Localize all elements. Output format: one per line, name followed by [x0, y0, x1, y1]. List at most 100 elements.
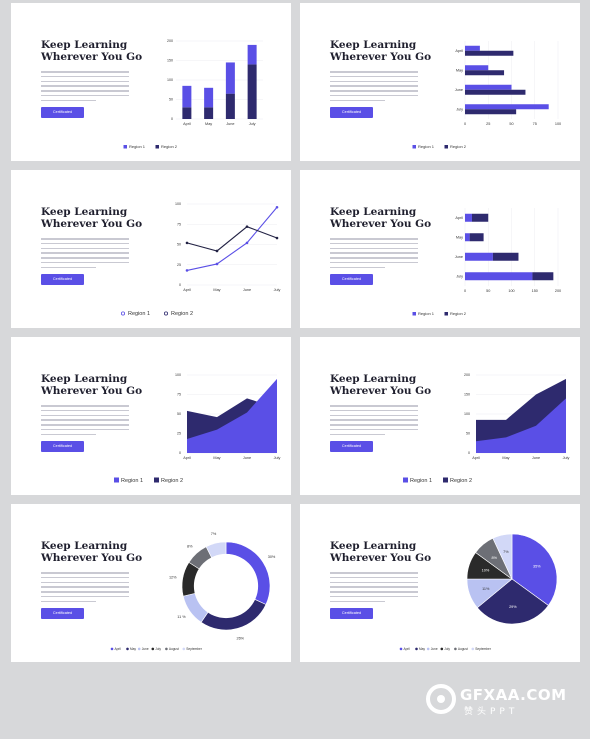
- pie-slice-may: [476, 578, 549, 625]
- slide-2[interactable]: Keep Learning Wherever You Go Certificate…: [300, 3, 580, 161]
- certificated-button[interactable]: Certificated: [330, 107, 373, 118]
- line-point: [215, 262, 219, 266]
- body-text-lines: [330, 405, 418, 439]
- bar-region-1: [247, 64, 257, 119]
- y-tick-label: 25: [177, 263, 181, 267]
- x-tick-label: June: [243, 456, 251, 460]
- certificated-button[interactable]: Certificated: [41, 274, 84, 285]
- chart-1: 0 50 100 150 200 April May June July Region 1 Regi…: [123, 39, 263, 149]
- x-tick-label: July: [563, 456, 570, 460]
- y-tick-label: 0: [179, 283, 181, 287]
- y-tick-label: April: [455, 216, 463, 220]
- certificated-button[interactable]: Certificated: [41, 608, 84, 619]
- y-tick-label: 0: [179, 451, 181, 455]
- watermark-text: GFXAA.COM: [460, 686, 567, 704]
- legend-marker-june: [426, 647, 430, 651]
- bar-region-2: [465, 89, 526, 95]
- y-tick-label: June: [455, 255, 463, 259]
- certificated-button[interactable]: Certificated: [41, 107, 84, 118]
- certificated-button[interactable]: Certificated: [330, 274, 373, 285]
- legend-marker-april: [110, 647, 114, 651]
- x-tick-label: May: [205, 122, 212, 126]
- y-tick-label: 75: [177, 222, 181, 226]
- x-tick-label: July: [274, 456, 281, 460]
- bar-region-1: [465, 104, 549, 110]
- x-tick-label: 50: [486, 289, 490, 293]
- slice-label: 11%: [482, 587, 490, 591]
- body-text-lines: [41, 238, 129, 272]
- y-tick-label: 200: [167, 39, 173, 43]
- body-text-lines: [41, 572, 129, 606]
- y-tick-label: May: [456, 68, 463, 72]
- x-tick-label: April: [183, 288, 191, 292]
- bar-region-2: [204, 87, 214, 108]
- legend-july: July: [444, 647, 450, 651]
- slide-5[interactable]: Keep Learning Wherever You Go Certificate…: [11, 337, 291, 495]
- line-point: [215, 249, 219, 253]
- slide-1[interactable]: Keep Learning Wherever You Go Certificate…: [11, 3, 291, 161]
- certificated-button[interactable]: Certificated: [330, 608, 373, 619]
- slide-6[interactable]: Keep Learning Wherever You Go Certificate…: [300, 337, 580, 495]
- pie-slice-april: [511, 533, 558, 606]
- body-text-lines: [330, 71, 418, 105]
- chart-6: 0 50 100 150 200 April May June July Region 1 Regi…: [403, 373, 570, 484]
- legend-region-2: Region 2: [450, 311, 467, 316]
- body-text-lines: [41, 405, 129, 439]
- bar-region-1: [465, 45, 480, 51]
- y-tick-label: 150: [167, 59, 173, 63]
- bar-region-2: [492, 252, 519, 261]
- legend-region-2: Region 2: [161, 478, 183, 484]
- legend-august: August: [169, 647, 179, 651]
- x-tick-label: April: [472, 456, 480, 460]
- legend-region-1: Region 1: [128, 311, 150, 317]
- legend-marker-region-1: [121, 311, 126, 316]
- slice-label: 10%: [482, 569, 490, 573]
- slice-label: 12%: [169, 575, 177, 579]
- line-point: [185, 241, 189, 245]
- legend-june: June: [142, 647, 149, 651]
- legend-marker-september: [471, 647, 475, 651]
- slice-label: 35%: [533, 565, 541, 569]
- y-tick-label: 75: [177, 393, 181, 397]
- slide-title: Keep Learning Wherever You Go: [41, 373, 143, 397]
- x-tick-label: May: [213, 288, 220, 292]
- bar-region-1: [465, 65, 489, 71]
- certificated-button[interactable]: Certificated: [41, 441, 84, 452]
- chart-7: 30% 26% 11 % 12% 8% 7% April May June July August S…: [110, 532, 276, 651]
- certificated-button[interactable]: Certificated: [330, 441, 373, 452]
- x-tick-label: April: [183, 456, 191, 460]
- y-tick-label: April: [455, 49, 463, 53]
- legend-swatch-region-2: [155, 145, 159, 149]
- y-tick-label: July: [456, 274, 463, 278]
- bar-region-2: [532, 272, 554, 281]
- slide-7[interactable]: Keep Learning Wherever You Go Certificate…: [11, 504, 291, 662]
- body-text-lines: [330, 572, 418, 606]
- chart-3: 0 25 50 75 100 April May June July Region 1 Region…: [121, 202, 280, 317]
- x-tick-label: June: [532, 456, 540, 460]
- body-text-lines: [330, 238, 418, 272]
- slide-8[interactable]: Keep Learning Wherever You Go Certificate…: [300, 504, 580, 662]
- slide-4[interactable]: Keep Learning Wherever You Go Certificate…: [300, 170, 580, 328]
- x-tick-label: 100: [508, 289, 514, 293]
- x-tick-label: July: [249, 122, 256, 126]
- x-tick-label: 100: [555, 122, 561, 126]
- bar-region-1: [465, 84, 512, 90]
- x-tick-label: April: [183, 122, 191, 126]
- x-tick-label: June: [243, 288, 251, 292]
- legend-marker-august: [165, 647, 168, 651]
- y-tick-label: 150: [464, 393, 470, 397]
- legend-swatch-region-1: [403, 477, 408, 483]
- bar-region-1: [225, 93, 235, 119]
- y-tick-label: 0: [171, 117, 173, 121]
- y-tick-label: 50: [177, 243, 181, 247]
- line-point: [275, 236, 279, 240]
- line-region-1: [186, 206, 278, 271]
- legend-september: September: [475, 647, 492, 651]
- legend-august: August: [458, 647, 468, 651]
- x-tick-label: 50: [509, 122, 513, 126]
- y-tick-label: 100: [464, 412, 470, 416]
- slide-3[interactable]: Keep Learning Wherever You Go Certificate…: [11, 170, 291, 328]
- bar-region-2: [465, 70, 505, 76]
- legend-may: May: [419, 647, 425, 651]
- chart-2: 0 25 50 75 100 April May June July Region 1 Region…: [412, 41, 561, 149]
